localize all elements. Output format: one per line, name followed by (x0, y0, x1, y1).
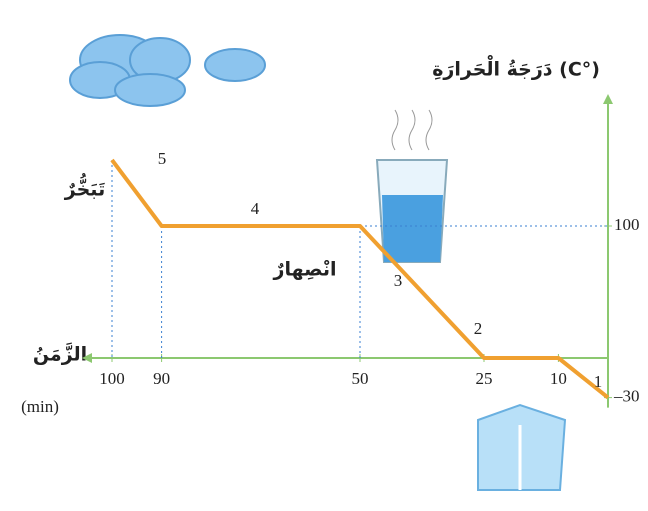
segment-number: 1 (594, 372, 603, 391)
segment-number: 5 (158, 149, 167, 168)
segment-number: 4 (251, 199, 260, 218)
ice-icon (477, 403, 567, 491)
segment-number: 2 (474, 319, 483, 338)
y-tick-label: 100 (614, 215, 640, 234)
segment-number: 3 (394, 271, 403, 290)
heating-curve (110, 158, 610, 400)
phase-label: تَبَخُّرٌ (64, 173, 105, 201)
x-axis-arrow (82, 353, 92, 363)
cloud-icon (69, 34, 266, 107)
y-tick-label: –30 (613, 387, 640, 406)
phase-label: انْصِهارٌ (273, 259, 337, 281)
glass-icon (375, 109, 449, 263)
x-tick-label: 50 (352, 369, 369, 388)
x-tick-label: 90 (153, 369, 170, 388)
y-axis-label: دَرَجَةُ الْحَرارَةِ (C°) (432, 54, 600, 80)
x-tick-label: 100 (99, 369, 125, 388)
x-axis-label: الزَّمَنُ (33, 343, 87, 366)
x-axis-unit: (min) (21, 397, 59, 416)
y-axis-arrow (603, 94, 613, 104)
x-tick-label: 10 (550, 369, 567, 388)
x-tick-label: 25 (476, 369, 493, 388)
